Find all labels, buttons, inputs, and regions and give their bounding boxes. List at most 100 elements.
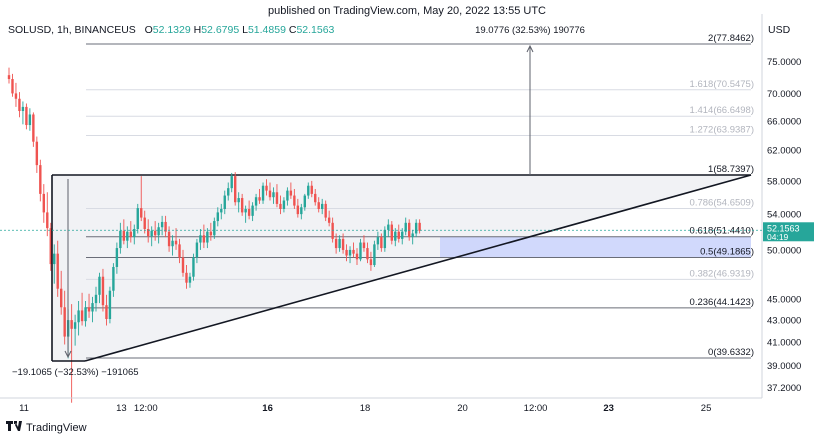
tradingview-logo-icon: [6, 421, 22, 434]
candle-body: [143, 217, 146, 230]
candle-body: [80, 310, 84, 322]
time-tick-label: 12:00: [524, 403, 548, 414]
candle: [258, 188, 261, 204]
low-label: L: [242, 24, 248, 36]
candle: [310, 180, 313, 198]
candle-body: [206, 231, 209, 243]
time-tick-label: 16: [262, 403, 273, 414]
candle: [157, 222, 160, 244]
candle: [247, 200, 251, 220]
candle-body: [244, 208, 247, 213]
candle: [56, 240, 59, 297]
candle: [220, 203, 223, 220]
candle-body: [195, 242, 199, 258]
time-tick-label: 23: [603, 403, 614, 414]
measure-up-label: 19.0776 (32.53%) 190776: [475, 25, 585, 36]
price-tick-label: 45.0000: [767, 294, 801, 305]
candle-body: [150, 230, 153, 237]
fib-label-0.618: 0.618(51.4410): [690, 226, 754, 237]
candle: [369, 251, 373, 271]
candle-body: [352, 249, 355, 254]
candle: [140, 176, 143, 222]
tradingview-footer[interactable]: TradingView: [6, 421, 87, 434]
candle: [321, 198, 324, 215]
candle-body: [119, 230, 122, 249]
fib-label-0.5: 0.5(49.1865): [700, 247, 754, 258]
candle: [178, 238, 181, 264]
candle: [366, 242, 369, 264]
candle-body: [25, 106, 28, 126]
candle-body: [397, 231, 400, 239]
candle-body: [70, 320, 73, 329]
candle-body: [307, 185, 310, 196]
candle-body: [321, 203, 324, 209]
candle: [21, 101, 25, 125]
candle-body: [254, 197, 258, 206]
last-price-badge: [763, 222, 814, 242]
candle-body: [202, 235, 206, 243]
candle: [261, 182, 265, 204]
candle-body: [327, 217, 331, 223]
candle-body: [157, 227, 160, 236]
candle-body: [178, 244, 181, 258]
candle: [411, 229, 414, 245]
last-price-value: 52.1563: [767, 223, 800, 233]
candle: [53, 244, 56, 284]
candle: [202, 224, 206, 249]
candle-body: [376, 237, 380, 245]
candle: [147, 219, 150, 243]
candle: [181, 249, 185, 277]
candle: [91, 296, 94, 323]
time-tick-label: 25: [701, 403, 712, 414]
candle: [348, 246, 352, 264]
candle-body: [334, 238, 338, 249]
candle: [14, 82, 18, 107]
candle: [108, 286, 112, 324]
candle-body: [383, 229, 387, 249]
price-axis: 75.0000 70.0000 66.0000 62.0000 58.0000 54.00…: [0, 14, 814, 398]
candle-body: [167, 231, 171, 247]
candle: [244, 205, 247, 223]
candle: [355, 248, 359, 266]
candle-body: [101, 276, 105, 306]
price-tick-label: 58.0000: [767, 176, 801, 187]
price-tick-label: 41.0000: [767, 338, 801, 349]
candle: [129, 221, 132, 243]
fib-label-0.786: 0.786(54.6509): [690, 198, 754, 209]
candle-body: [164, 221, 167, 232]
close-label: C: [288, 24, 297, 36]
candle: [341, 233, 345, 254]
candle-body: [171, 240, 174, 247]
candle-body: [136, 208, 139, 230]
candle: [317, 197, 320, 213]
candle-body: [181, 257, 185, 273]
candle: [209, 222, 213, 241]
candle: [303, 193, 306, 211]
candle-body: [77, 310, 80, 323]
ascending-trendline[interactable]: [84, 174, 752, 362]
price-tick-label: 54.0000: [767, 210, 801, 221]
candle-body: [279, 203, 282, 209]
candle: [206, 228, 209, 249]
candle-body: [112, 266, 115, 291]
fib-label-1: 1(58.7397): [708, 164, 754, 175]
candle: [373, 240, 376, 267]
candle: [268, 182, 272, 201]
candle: [334, 233, 338, 254]
candle: [77, 301, 80, 336]
fib-label-2: 2(77.8462): [708, 33, 754, 44]
candle-body: [324, 203, 327, 218]
price-tick-label: 70.0000: [767, 89, 801, 100]
candle: [279, 195, 282, 215]
candle: [272, 187, 275, 204]
fib-label-1.272: 1.272(63.9387): [690, 125, 754, 136]
candle: [63, 290, 66, 345]
fib-extension-tool: 2(77.8462) 1.618(70.5475) 1.414(66.6498) 1.…: [52, 33, 754, 359]
candle-body: [129, 231, 132, 238]
candle: [164, 215, 167, 238]
candle: [397, 224, 400, 243]
candle-body: [105, 305, 108, 319]
candle-body: [84, 307, 87, 322]
candle-body: [108, 290, 112, 319]
